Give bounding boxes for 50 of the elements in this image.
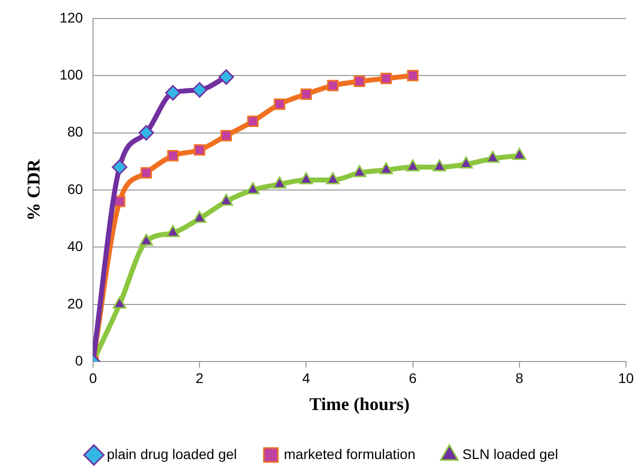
x-axis-title: Time (hours): [309, 394, 410, 414]
point: [139, 234, 154, 246]
point: [407, 70, 418, 82]
point: [379, 162, 393, 174]
x-tick-label: 6: [408, 370, 417, 386]
point: [300, 88, 312, 100]
point: [166, 225, 180, 238]
y-tick-label: 40: [67, 238, 84, 254]
point: [354, 76, 366, 88]
point: [380, 72, 392, 84]
point: [272, 176, 286, 189]
y-tick-label: 60: [67, 180, 84, 197]
point: [192, 82, 208, 98]
legend-label: SLN loaded gel: [462, 446, 558, 462]
point: [138, 125, 154, 141]
y-axis-title: % CDR: [23, 158, 44, 221]
point: [512, 148, 526, 160]
y-tick-label: 120: [60, 9, 84, 26]
x-tick-label: 10: [618, 370, 634, 386]
point: [486, 150, 500, 163]
point: [326, 172, 340, 184]
y-tick-label: 80: [67, 124, 84, 140]
point: [432, 159, 446, 172]
y-tick-label: 0: [75, 352, 84, 368]
x-tick-label: 8: [515, 370, 524, 386]
x-tick-label: 4: [302, 370, 310, 386]
legend-label: plain drug loaded gel: [106, 446, 237, 462]
point: [219, 194, 234, 206]
legend-label: marketed formulation: [284, 446, 416, 462]
point: [165, 85, 181, 101]
point: [327, 80, 339, 92]
point: [406, 159, 420, 172]
x-tick-label: 0: [89, 370, 98, 386]
point: [194, 144, 206, 156]
point: [112, 159, 128, 175]
point: [274, 98, 286, 110]
y-tick-label: 100: [60, 66, 84, 82]
point: [220, 130, 232, 142]
y-tick-label: 20: [67, 295, 84, 312]
point: [246, 182, 260, 194]
x-tick-label: 2: [196, 370, 204, 386]
point: [140, 167, 152, 179]
point: [352, 165, 366, 178]
point: [112, 296, 126, 309]
point: [247, 116, 259, 128]
point: [218, 69, 234, 85]
point: [167, 150, 179, 162]
point: [299, 172, 313, 184]
point: [192, 210, 206, 223]
point: [459, 156, 473, 169]
